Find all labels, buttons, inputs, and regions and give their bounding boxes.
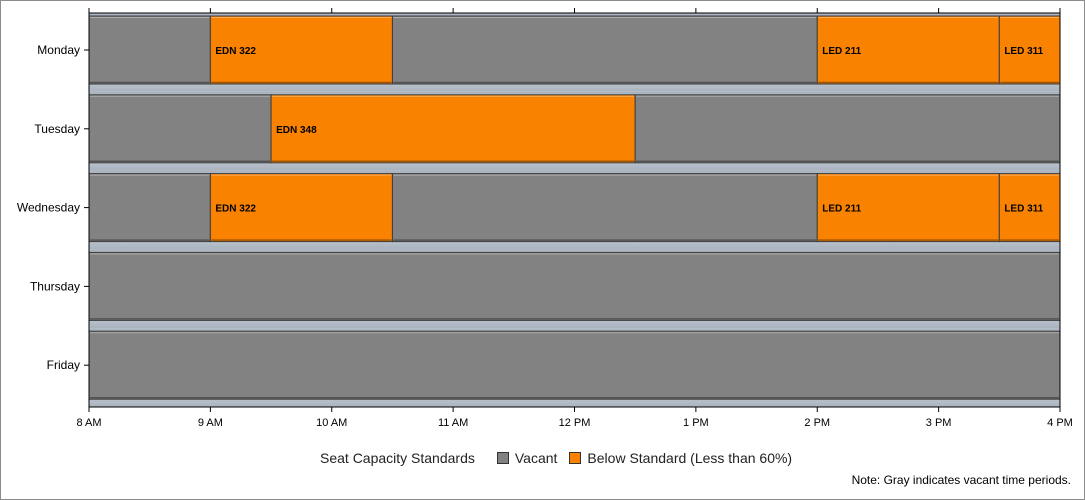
y-tick-label-monday: Monday xyxy=(37,43,80,57)
bar-monday-4 xyxy=(998,15,1061,85)
bar-thursday-0 xyxy=(88,251,1061,321)
segment-label-led-311: LED 311 xyxy=(1004,204,1043,215)
segment-wednesday-3: LED 211 xyxy=(816,173,1000,243)
segment-thursday-0 xyxy=(88,251,1061,321)
segment-label-edn-322: EDN 322 xyxy=(215,46,256,57)
segment-wednesday-2 xyxy=(391,173,818,243)
legend-title: Seat Capacity Standards xyxy=(320,450,475,466)
segment-label-led-211: LED 211 xyxy=(822,46,861,57)
segment-wednesday-1: EDN 322 xyxy=(209,173,393,243)
x-tick-label-1-pm: 1 PM xyxy=(683,417,709,429)
y-tick-label-wednesday: Wednesday xyxy=(17,201,80,215)
segment-tuesday-0 xyxy=(88,94,272,164)
segment-monday-3: LED 211 xyxy=(816,15,1000,85)
bar-wednesday-3 xyxy=(816,173,1000,243)
x-tick-label-9-am: 9 AM xyxy=(198,417,223,429)
segment-friday-0 xyxy=(88,330,1061,400)
bar-monday-3 xyxy=(816,15,1000,85)
x-axis: 8 AM 9 AM 10 AM 11 AM 12 PM 1 PM 2 PM 3 PM 4 PM xyxy=(76,8,1073,429)
segment-monday-2 xyxy=(391,15,818,85)
bar-tuesday-2 xyxy=(634,94,1061,164)
legend-label-below-standard: Below Standard (Less than 60%) xyxy=(587,450,793,466)
bar-tuesday-1 xyxy=(270,94,636,164)
x-tick-label-10-am: 10 AM xyxy=(316,417,347,429)
x-tick-label-12-pm: 12 PM xyxy=(559,417,591,429)
segment-label-led-311: LED 311 xyxy=(1004,46,1043,57)
bar-monday-0 xyxy=(88,15,211,85)
bar-wednesday-4 xyxy=(998,173,1061,243)
segment-label-edn-322: EDN 322 xyxy=(215,204,256,215)
segment-tuesday-1: EDN 348 xyxy=(270,94,636,164)
legend-swatch-below-standard xyxy=(569,452,582,464)
x-tick-label-4-pm: 4 PM xyxy=(1047,417,1073,429)
segment-wednesday-0 xyxy=(88,173,211,243)
bar-monday-1 xyxy=(209,15,393,85)
segment-monday-0 xyxy=(88,15,211,85)
legend-label-vacant: Vacant xyxy=(514,450,558,466)
bar-wednesday-0 xyxy=(88,173,211,243)
x-tick-label-3-pm: 3 PM xyxy=(926,417,952,429)
segment-monday-4: LED 311 xyxy=(998,15,1061,85)
bar-tuesday-0 xyxy=(88,94,272,164)
legend-swatch-vacant xyxy=(496,452,509,464)
y-axis: Monday Tuesday Wednesday Thursday Friday xyxy=(17,43,89,372)
bar-wednesday-1 xyxy=(209,173,393,243)
segment-tuesday-2 xyxy=(634,94,1061,164)
segment-wednesday-4: LED 311 xyxy=(998,173,1061,243)
y-tick-label-tuesday: Tuesday xyxy=(34,122,80,136)
bar-monday-2 xyxy=(391,15,818,85)
legend-entry-below-standard: Below Standard (Less than 60%) xyxy=(569,450,792,466)
x-tick-label-11-am: 11 AM xyxy=(438,417,468,429)
bar-friday-0 xyxy=(88,330,1061,400)
segment-label-led-211: LED 211 xyxy=(822,204,861,215)
legend-entry-vacant: Vacant xyxy=(496,450,558,466)
y-tick-label-friday: Friday xyxy=(47,358,80,372)
segment-label-edn-348: EDN 348 xyxy=(276,125,317,136)
segment-monday-1: EDN 322 xyxy=(209,15,393,85)
plot-area: EDN 322 LED 211 LED 311 EDN 348 EDN 322 LED 2… xyxy=(88,12,1061,408)
bar-wednesday-2 xyxy=(391,173,818,243)
x-tick-label-2-pm: 2 PM xyxy=(804,417,830,429)
footnote: Note: Gray indicates vacant time periods… xyxy=(851,473,1071,487)
y-tick-label-thursday: Thursday xyxy=(30,279,80,293)
legend: Seat Capacity Standards Vacant Below Sta… xyxy=(320,448,804,468)
x-tick-label-8-am: 8 AM xyxy=(76,417,101,429)
